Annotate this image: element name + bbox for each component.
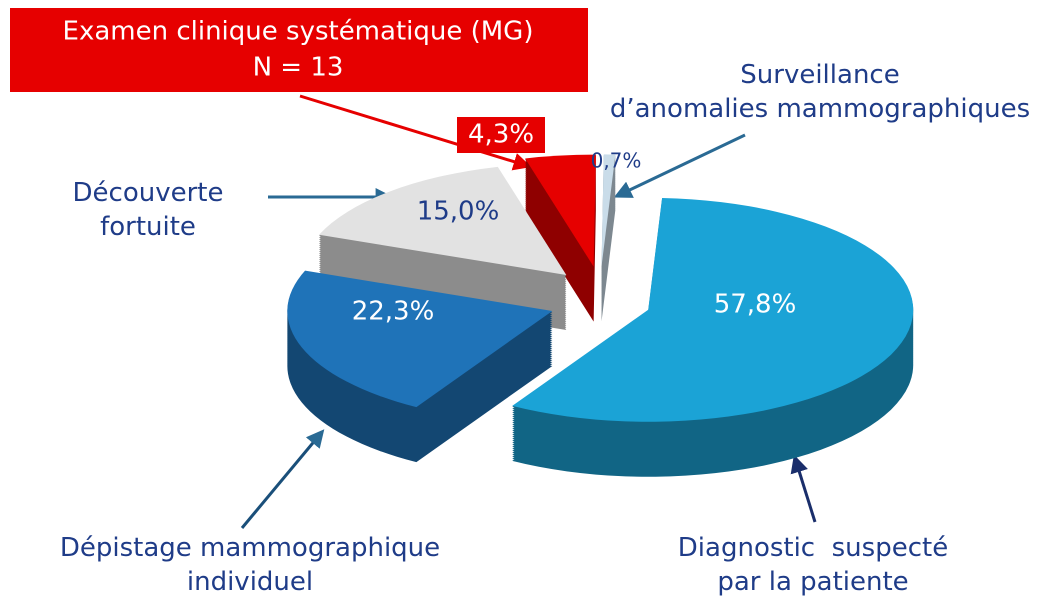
value-label: 4,3% — [468, 120, 534, 150]
arrow — [240, 429, 325, 529]
slice — [287, 270, 553, 408]
value-label: 57,8% — [714, 290, 797, 320]
value-label-box — [457, 117, 545, 153]
slice — [525, 154, 596, 267]
title-box — [10, 8, 588, 92]
category-label: Découverte fortuite — [73, 178, 224, 242]
category-label: Diagnostic suspecté par la patiente — [678, 533, 948, 597]
category-label: Examen clinique systématique (MG) — [63, 17, 534, 47]
slice — [319, 166, 567, 276]
value-label: 15,0% — [417, 197, 500, 227]
slice — [601, 154, 616, 267]
labels: 57,8% 22,3% 15,0% 4,3% 0,7% Diagnostic suspec… — [60, 17, 1030, 597]
arrow — [613, 133, 746, 198]
category-label: Dépistage mammographique individuel — [60, 533, 440, 597]
value-label: 22,3% — [352, 297, 435, 327]
value-label: 0,7% — [591, 149, 642, 173]
arrow — [299, 94, 532, 171]
arrow — [790, 454, 817, 523]
annotation: N = 13 — [253, 53, 344, 83]
slice — [512, 197, 914, 422]
category-label: Surveillance d’anomalies mammographiques — [610, 60, 1030, 124]
pie — [287, 154, 914, 477]
